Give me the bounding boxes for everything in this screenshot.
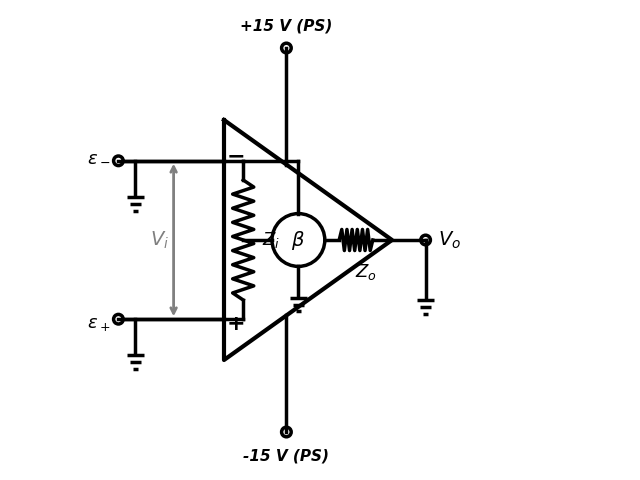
Text: $\beta$: $\beta$ [291,228,305,252]
Text: $Z_o$: $Z_o$ [355,262,376,282]
Text: $Z_i$: $Z_i$ [262,230,280,250]
Text: $V_i$: $V_i$ [150,229,169,251]
Text: −: − [227,146,245,166]
Text: +15 V (PS): +15 V (PS) [240,19,333,34]
Text: $\epsilon_+$: $\epsilon_+$ [88,315,111,333]
Text: -15 V (PS): -15 V (PS) [243,449,330,464]
Text: $V_o$: $V_o$ [438,229,461,251]
Text: $\epsilon_-$: $\epsilon_-$ [88,147,111,165]
Text: +: + [227,314,245,334]
